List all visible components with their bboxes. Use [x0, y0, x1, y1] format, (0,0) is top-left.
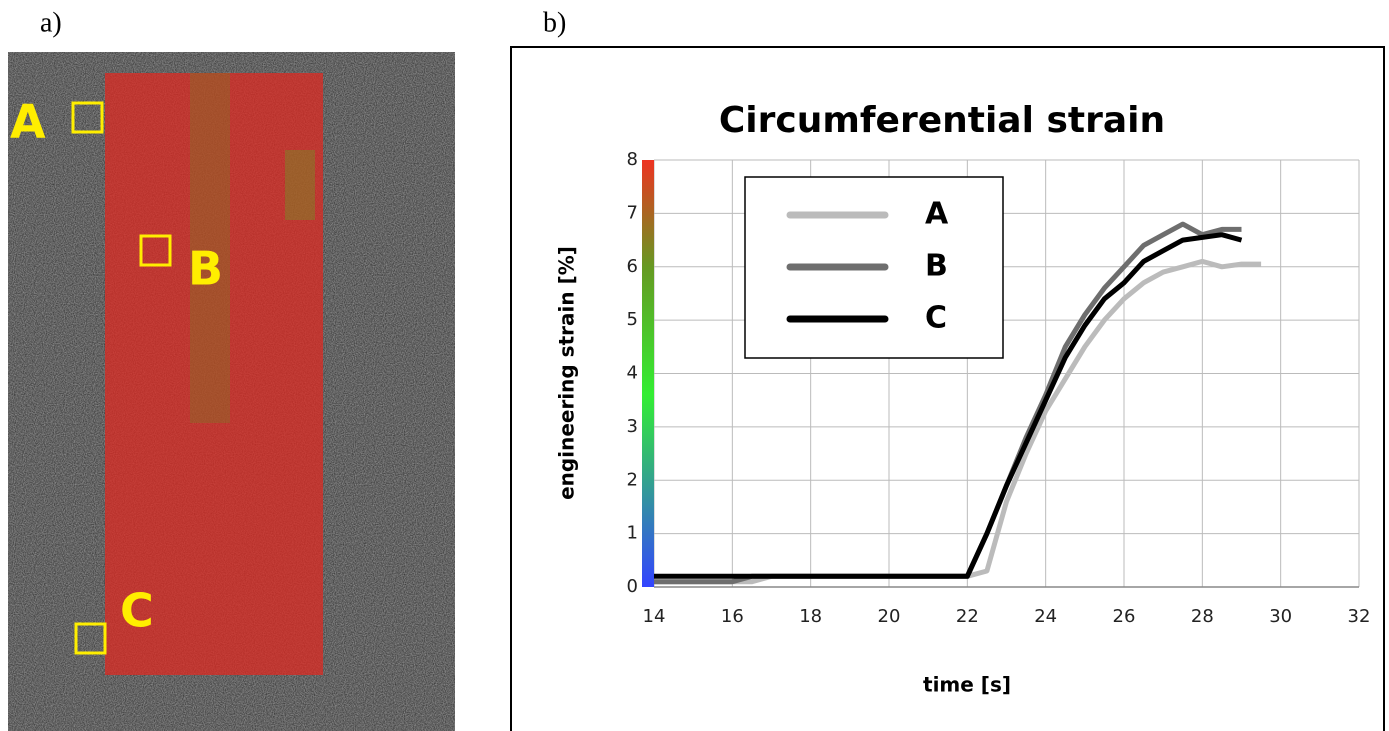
region-label: A [10, 95, 46, 149]
y-tick-label: 7 [627, 202, 638, 223]
y-tick-label: 3 [627, 416, 638, 437]
x-tick-label: 28 [1191, 606, 1214, 627]
chart-title: Circumferential strain [719, 100, 1165, 141]
x-tick-label: 24 [1034, 606, 1057, 627]
x-tick-label: 32 [1348, 606, 1371, 627]
x-tick-label: 14 [643, 606, 666, 627]
x-tick-label: 18 [799, 606, 822, 627]
x-tick-label: 22 [956, 606, 979, 627]
y-tick-label: 4 [627, 363, 638, 384]
panel-label: b) [543, 7, 566, 38]
y-tick-label: 8 [627, 149, 638, 170]
color-scale [642, 160, 654, 587]
y-tick-label: 6 [627, 256, 638, 277]
x-axis-label: time [s] [923, 673, 1011, 697]
panel-label: a) [40, 7, 62, 38]
x-tick-label: 16 [721, 606, 744, 627]
chart-frame [510, 46, 1385, 731]
x-tick-label: 26 [1113, 606, 1136, 627]
legend-label: A [925, 197, 949, 232]
y-tick-label: 0 [627, 576, 638, 597]
x-tick-label: 20 [878, 606, 901, 627]
y-axis-label: engineering strain [%] [555, 246, 579, 500]
region-label: C [120, 584, 154, 638]
y-tick-label: 2 [627, 469, 638, 490]
legend-label: B [925, 249, 948, 284]
series-line [654, 232, 1243, 579]
x-tick-label: 30 [1269, 606, 1292, 627]
region-label: B [188, 242, 223, 296]
legend-label: C [925, 301, 947, 336]
specimen-image [8, 52, 455, 731]
y-tick-label: 1 [627, 523, 638, 544]
y-tick-label: 5 [627, 309, 638, 330]
